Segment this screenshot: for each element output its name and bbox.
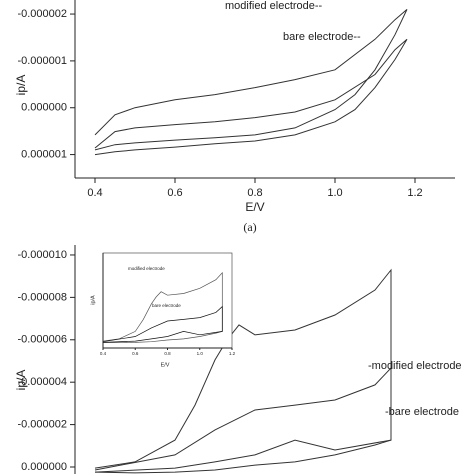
annotation: modified electrode-- [225,0,323,12]
y-tick-label: 0.000001 [21,148,67,160]
series-line [94,38,408,156]
x-tick-label: 0.6 [132,351,139,356]
inset-frame [102,252,233,349]
annotation: bare electrode [152,303,181,308]
series-line [102,271,223,344]
x-axis-label: E/V [245,200,264,214]
y-axis-label: ip/A [90,295,96,305]
annotation: bare electrode-- [283,31,361,43]
series-line [94,9,408,151]
series-line [94,366,392,473]
y-tick-label: -0.000001 [17,55,67,67]
y-tick-label: -0.000010 [17,249,67,261]
x-tick-label: 0.8 [164,351,171,356]
y-tick-label: -0.000002 [17,8,67,20]
x-tick-label: 1.2 [407,187,422,199]
x-tick-label: 0.4 [100,351,107,356]
series-line [102,305,223,343]
series-line [94,268,392,474]
y-axis-label: ip/A [14,75,28,96]
annotation: -bare electrode [385,406,459,418]
x-tick-label: 0.4 [87,187,102,199]
y-tick-label: -0.000002 [17,419,67,431]
y-tick-label: -0.000008 [17,291,67,303]
y-axis-label: ip/A [14,370,28,391]
y-tick-label: 0.000000 [21,461,67,473]
x-tick-label: 1.2 [229,351,236,356]
annotation: modified electrode [128,266,165,271]
x-tick-label: 0.6 [167,187,182,199]
y-tick-label: 0.000000 [21,102,67,114]
x-tick-label: 1.0 [327,187,342,199]
x-axis-label: E/V [161,362,170,368]
x-tick-label: 0.8 [247,187,262,199]
x-tick-label: 1.0 [197,351,204,356]
annotation: -modified electrode [368,360,462,372]
y-tick-label: -0.000004 [17,376,67,388]
y-tick-label: -0.000006 [17,334,67,346]
caption: (a) [243,220,256,234]
